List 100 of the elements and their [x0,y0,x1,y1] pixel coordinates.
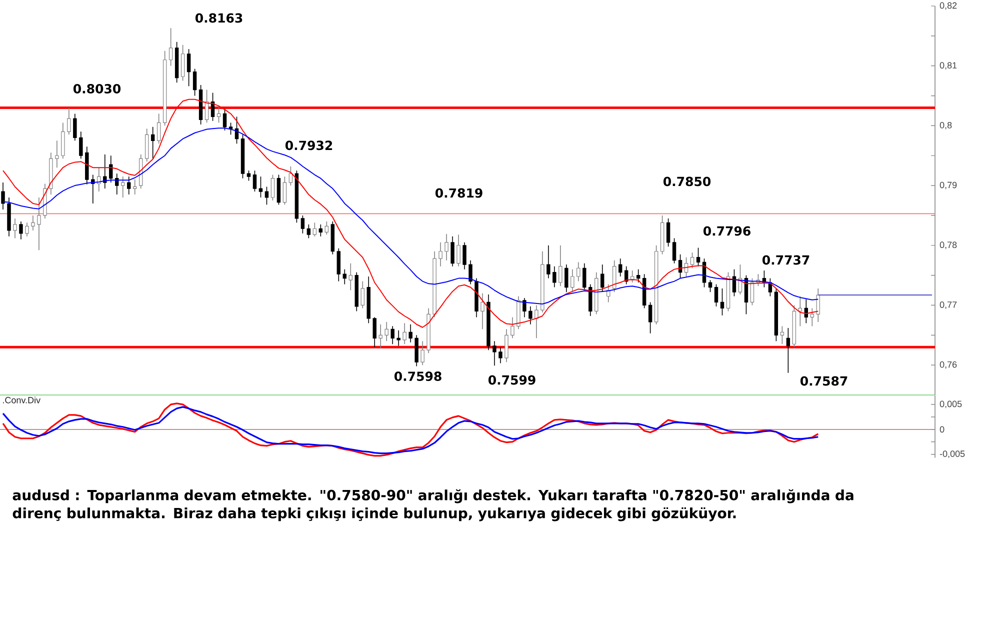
candlestick [192,68,197,96]
annotation: 0.7598 [394,372,442,381]
candlestick [264,186,269,206]
candlestick [780,326,784,345]
candlestick [588,284,592,316]
candlestick [648,302,652,334]
candlestick [492,340,496,366]
candlestick [546,244,550,279]
candlestick [97,167,101,192]
candlestick [618,258,622,277]
candlestick [127,176,131,195]
annotation: 0.8030 [73,84,121,94]
candlestick [300,215,305,234]
candlestick [228,122,233,136]
candlestick [222,108,227,131]
candlestick [438,242,442,267]
candlestick [696,247,700,267]
y-tick-label: 0,005 [940,400,962,408]
candlestick [462,242,466,270]
candlestick [276,174,281,206]
candlestick [55,140,59,168]
y-tick-label: 0,82 [940,2,957,10]
candlestick [456,234,460,267]
candlestick [342,268,346,285]
candlestick [396,330,400,346]
y-tick-label: 0,8 [940,122,952,130]
candlestick [444,234,448,261]
candlestick [420,340,424,366]
y-tick-label: 0,78 [940,242,957,250]
candlestick [246,170,251,182]
y-tick-label: 0,79 [940,182,957,190]
candlestick [258,176,263,198]
y-tick-label: 0 [940,426,944,433]
candlestick [750,278,754,306]
candlestick [672,238,676,264]
annotation: 0.7599 [488,375,536,385]
candlestick [318,224,323,237]
candlestick [216,106,221,124]
candlestick [558,244,562,286]
candlestick [103,154,107,189]
candlestick [582,262,586,291]
candlestick [31,215,35,231]
candlestick [348,262,352,291]
candlestick [133,179,137,195]
annotation: 0.7587 [800,376,848,386]
candlestick [810,308,814,327]
y-tick-label: 0,76 [940,361,957,369]
candlestick [690,252,694,269]
candlestick [306,224,311,239]
candlestick [156,113,161,144]
candlestick [336,248,341,282]
candlestick [150,126,155,160]
annotation: 0.7850 [663,176,711,186]
candlestick [390,326,394,345]
candlestick [91,174,95,204]
candlestick [252,170,257,192]
annotation: 0.7796 [703,226,750,236]
candlestick [13,218,17,239]
candlestick [402,322,406,345]
candlestick [636,268,640,283]
candlestick [504,328,508,362]
candlestick [168,28,173,66]
candlestick [600,264,604,292]
candlestick [144,128,149,162]
candlestick [37,197,41,251]
candlestick [378,324,382,349]
candlestick [324,221,329,236]
candlestick [786,328,790,374]
candlestick [408,324,412,343]
candlestick [732,268,736,297]
candlestick [564,264,568,292]
candlestick [480,292,484,330]
candlestick [61,122,65,160]
candlestick [360,280,364,309]
candlestick [288,166,293,186]
candlestick [720,288,724,316]
candlestick [528,306,532,325]
candlestick [372,316,376,348]
candlestick [270,174,275,201]
candlestick [19,221,23,240]
candlestick [1,182,5,210]
candlestick [522,298,526,318]
candlestick [468,260,472,285]
y-tick-label: 0,77 [940,302,957,309]
annotation: 0.7737 [762,255,810,265]
candlestick [180,44,185,82]
candlestick [282,176,287,206]
candlestick [510,316,514,339]
candlestick [121,176,125,198]
candlestick [570,268,574,292]
candlestick [73,113,77,142]
y-tick-label: -0,005 [940,450,965,458]
candlestick [186,48,191,87]
annotation: 0.8163 [195,13,242,23]
candlestick [79,131,83,160]
candlestick [312,222,317,237]
candlestick [552,266,556,288]
candlestick [414,334,418,367]
candlestick [708,280,712,292]
candlestick [109,155,113,183]
